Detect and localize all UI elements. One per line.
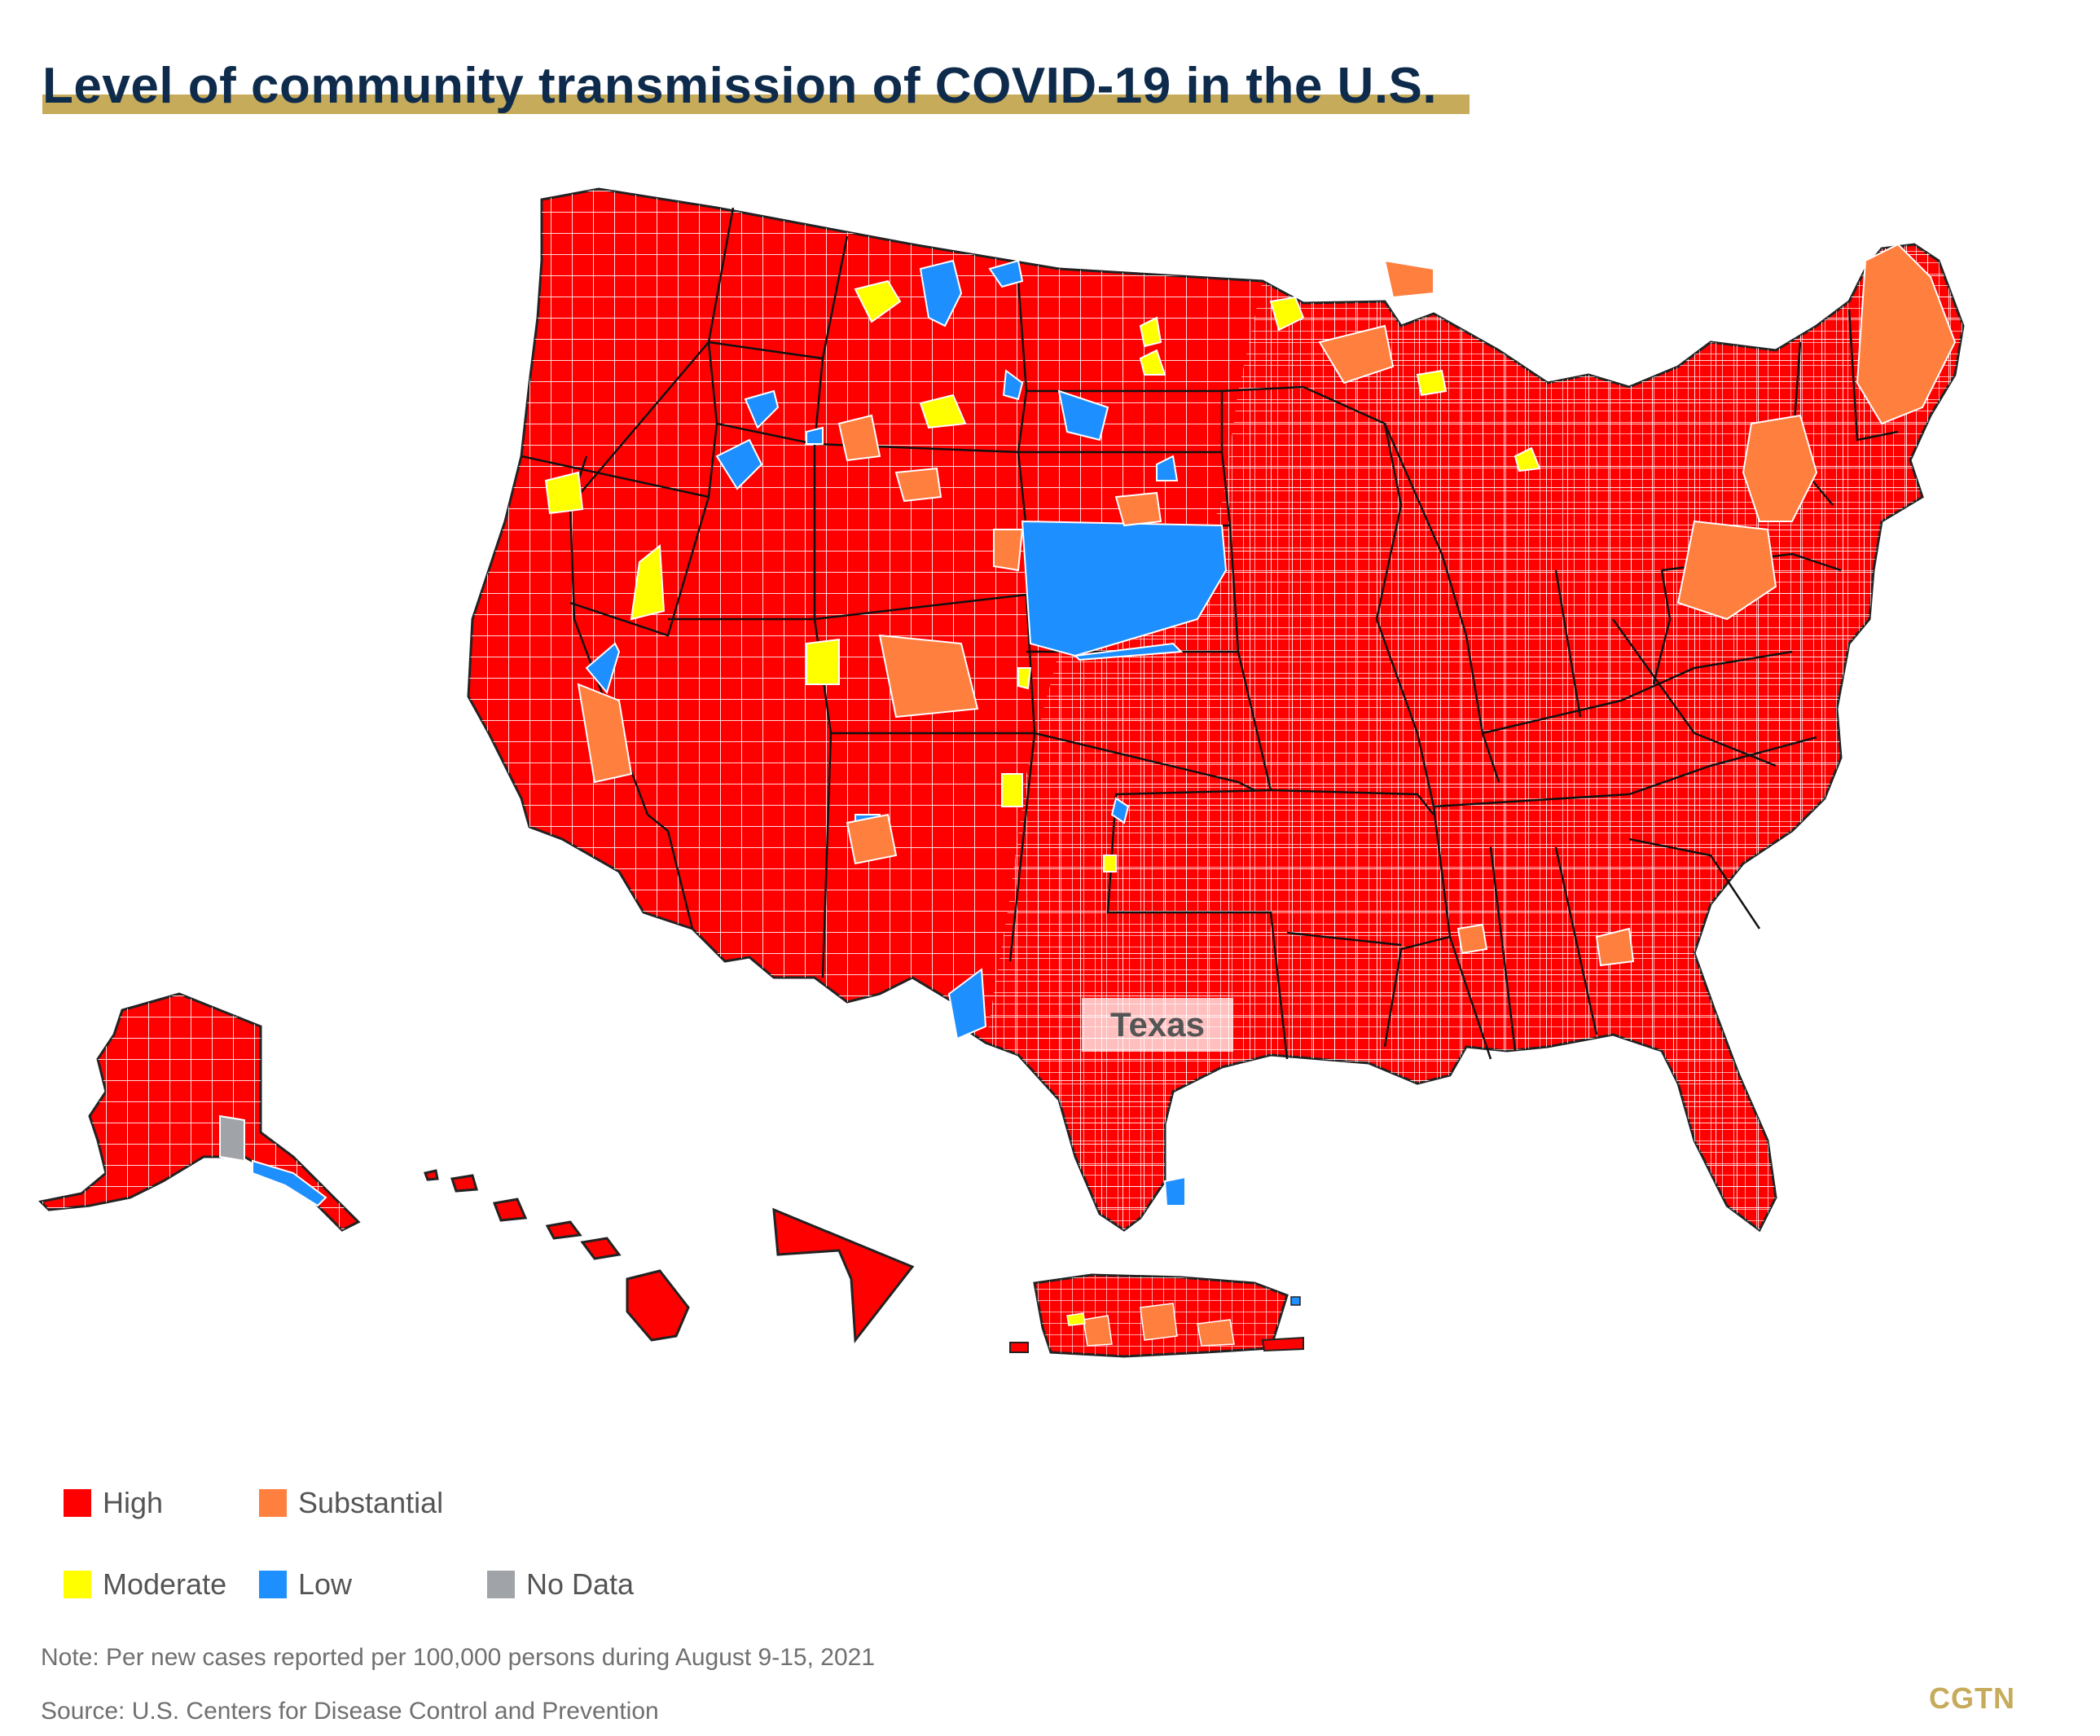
alaska-no-data-area — [219, 1114, 245, 1162]
legend-moderate: Moderate — [64, 1567, 226, 1602]
legend-high-label: High — [103, 1486, 164, 1519]
state-borders — [521, 207, 1899, 1060]
hawaii-shape — [423, 1169, 690, 1342]
puerto-rico-island-east — [1261, 1336, 1304, 1352]
legend-high: High — [64, 1486, 163, 1520]
legend-moderate-swatch — [64, 1571, 91, 1598]
puerto-rico-island-west — [1009, 1342, 1029, 1353]
legend-no-data: No Data — [487, 1567, 634, 1602]
puerto-rico-low-area — [1290, 1296, 1301, 1306]
legend-no-data-label: No Data — [526, 1567, 635, 1601]
puerto-rico-substantial-areas — [1083, 1303, 1235, 1347]
page-title: Level of community transmission of COVID… — [42, 58, 1438, 114]
low-transmission-areas — [585, 259, 1228, 1206]
texas-label: Texas — [1082, 998, 1233, 1052]
title-underline — [42, 94, 1470, 114]
substantial-transmission-areas — [577, 243, 1957, 967]
territory-shape — [772, 1207, 915, 1344]
legend-low-label: Low — [298, 1567, 353, 1601]
source-credit: Source: U.S. Centers for Disease Control… — [41, 1698, 659, 1725]
footnote: Note: Per new cases reported per 100,000… — [41, 1644, 875, 1671]
legend-moderate-label: Moderate — [103, 1567, 227, 1601]
alaska-low-area — [252, 1159, 327, 1207]
legend-no-data-swatch — [487, 1571, 515, 1598]
legend-low: Low — [259, 1567, 352, 1602]
legend-substantial: Substantial — [259, 1486, 443, 1520]
legend-high-swatch — [64, 1489, 91, 1517]
title-block: Level of community transmission of COVID… — [42, 57, 1470, 115]
county-grid-east — [986, 244, 1963, 1230]
legend-substantial-swatch — [259, 1489, 287, 1517]
legend-low-swatch — [259, 1571, 287, 1598]
legend-substantial-label: Substantial — [298, 1486, 444, 1519]
puerto-rico-moderate-area — [1066, 1312, 1086, 1326]
texas-label-text: Texas — [1110, 1005, 1205, 1044]
brand-logo: CGTN — [1929, 1681, 2015, 1715]
